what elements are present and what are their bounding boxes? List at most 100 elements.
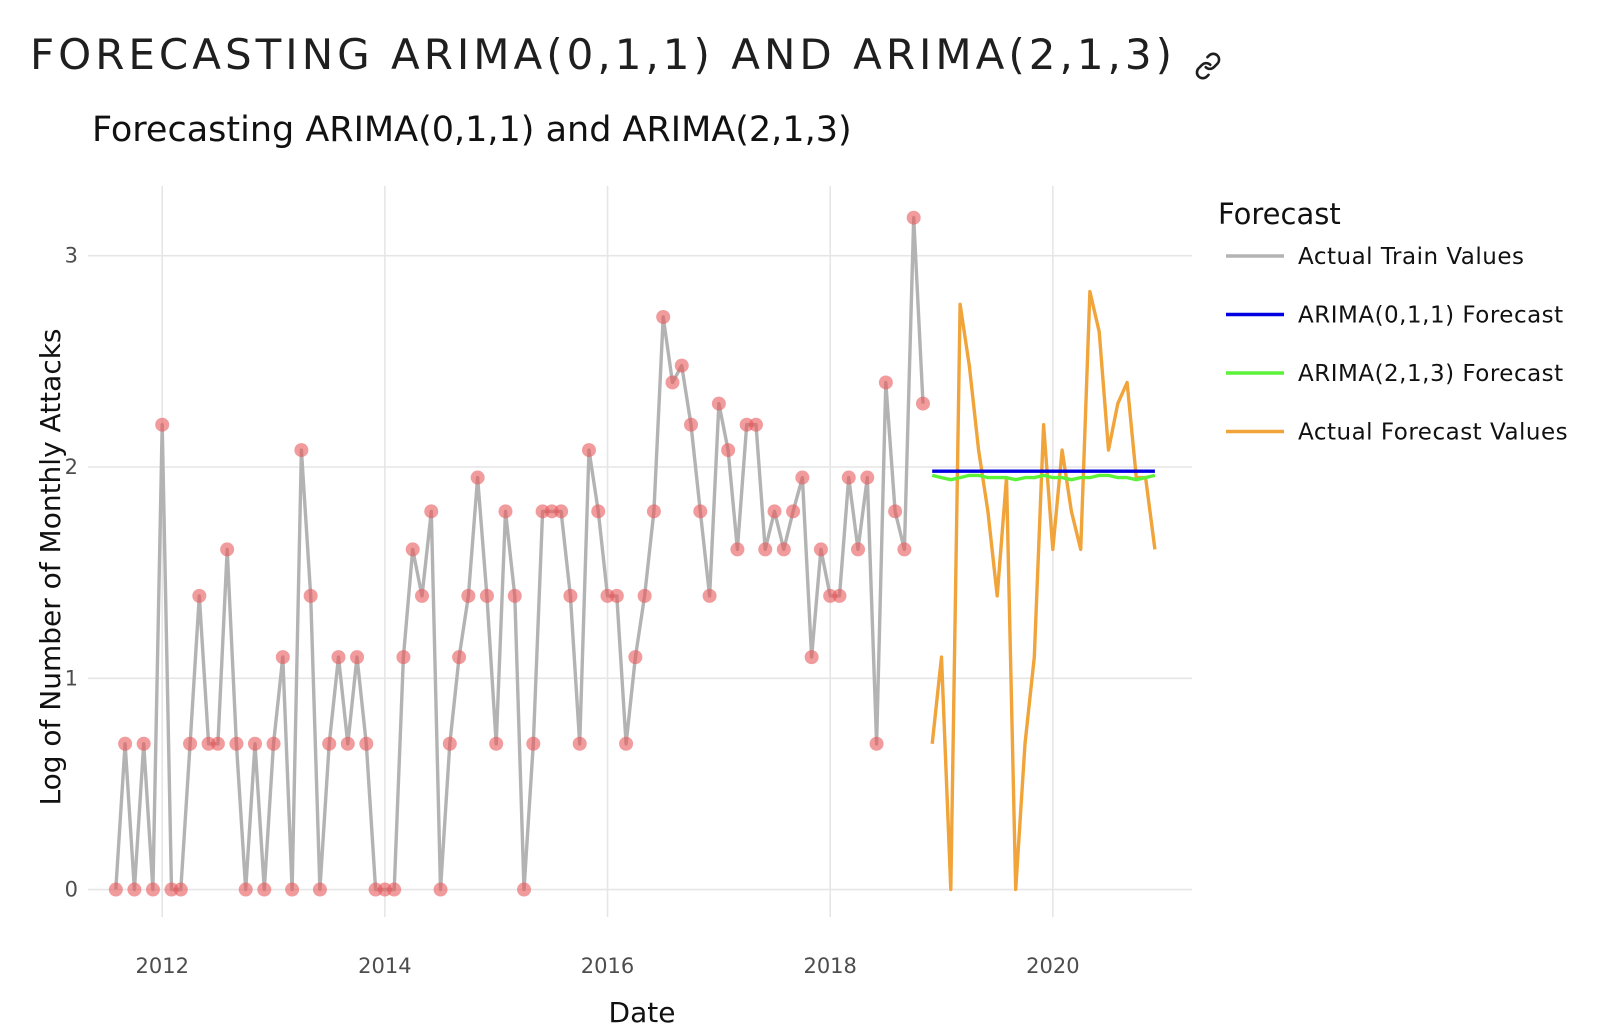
data-point (609, 588, 624, 603)
data-point (424, 504, 439, 519)
y-axis-title: Log of Number of Monthly Attacks (34, 328, 67, 805)
data-point (340, 736, 355, 751)
data-point (665, 375, 680, 390)
data-point (646, 504, 661, 519)
data-point (136, 736, 151, 751)
data-point (192, 588, 207, 603)
data-point (108, 882, 123, 897)
data-point (526, 736, 541, 751)
data-point (581, 443, 596, 458)
data-point (489, 736, 504, 751)
x-tick-label: 2014 (358, 954, 411, 978)
data-point (452, 650, 467, 665)
x-tick-label: 2020 (1026, 954, 1079, 978)
data-point (238, 882, 253, 897)
data-point (776, 542, 791, 557)
data-point (229, 736, 244, 751)
data-point (591, 504, 606, 519)
data-point (433, 882, 448, 897)
series-line-actual-train-values (114, 215, 925, 892)
legend-label: ARIMA(2,1,3) Forecast (1298, 361, 1564, 387)
x-tick-labels: 2012 2014 2016 2018 2020 (135, 954, 1079, 978)
x-tick-label: 2016 (581, 954, 634, 978)
data-point (266, 736, 281, 751)
data-point (257, 882, 272, 897)
data-point (396, 650, 411, 665)
data-point (795, 470, 810, 485)
y-tick-label: 3 (65, 244, 78, 268)
data-point (294, 443, 309, 458)
data-point (748, 417, 763, 432)
data-point (554, 504, 569, 519)
data-point (563, 588, 578, 603)
data-point (498, 504, 513, 519)
data-point (145, 882, 160, 897)
data-point (303, 588, 318, 603)
x-tick-label: 2018 (803, 954, 856, 978)
data-point (860, 470, 875, 485)
data-point (851, 542, 866, 557)
page-heading: FORECASTING ARIMA(0,1,1) AND ARIMA(2,1,3… (30, 30, 1222, 79)
page-heading-text: FORECASTING ARIMA(0,1,1) AND ARIMA(2,1,3… (30, 30, 1177, 79)
data-point (888, 504, 903, 519)
data-point (804, 650, 819, 665)
data-point (461, 588, 476, 603)
y-tick-label: 2 (65, 455, 78, 479)
data-point (479, 588, 494, 603)
data-point (813, 542, 828, 557)
data-point (220, 542, 235, 557)
legend: Forecast Actual Train Values ARIMA(0,1,1)… (1218, 197, 1568, 446)
data-point (155, 417, 170, 432)
legend-label: Actual Train Values (1298, 244, 1525, 270)
data-point (414, 588, 429, 603)
data-point (173, 882, 188, 897)
data-point (869, 736, 884, 751)
data-point (572, 736, 587, 751)
data-point (656, 309, 671, 324)
data-point (183, 736, 198, 751)
x-tick-label: 2012 (135, 954, 188, 978)
data-point (906, 210, 921, 225)
data-point (832, 588, 847, 603)
data-point (210, 736, 225, 751)
data-point (470, 470, 485, 485)
y-tick-labels: 0 1 2 3 (65, 244, 78, 902)
data-point (350, 650, 365, 665)
data-point (275, 650, 290, 665)
series-line-actual-forecast-values (930, 289, 1157, 892)
data-point (711, 396, 726, 411)
chart-title: Forecasting ARIMA(0,1,1) and ARIMA(2,1,3… (92, 110, 852, 150)
data-point (322, 736, 337, 751)
data-point (442, 736, 457, 751)
series-layer (108, 210, 1157, 897)
data-point (915, 396, 930, 411)
legend-label: ARIMA(0,1,1) Forecast (1298, 303, 1564, 329)
legend-title: Forecast (1218, 197, 1341, 231)
data-point (507, 588, 522, 603)
y-tick-label: 0 (65, 878, 78, 902)
data-point (730, 542, 745, 557)
y-tick-label: 1 (65, 666, 78, 690)
data-point (878, 375, 893, 390)
data-point (721, 443, 736, 458)
data-point (637, 588, 652, 603)
data-point (285, 882, 300, 897)
data-point (702, 588, 717, 603)
data-point (628, 650, 643, 665)
data-point (767, 504, 782, 519)
data-point (312, 882, 327, 897)
data-point (517, 882, 532, 897)
data-point (786, 504, 801, 519)
data-point (405, 542, 420, 557)
data-point (387, 882, 402, 897)
grid-lines (88, 186, 1192, 917)
data-point (619, 736, 634, 751)
data-point (674, 358, 689, 373)
legend-label: Actual Forecast Values (1298, 420, 1568, 446)
data-point (841, 470, 856, 485)
data-point (359, 736, 374, 751)
data-point (118, 736, 133, 751)
link-icon[interactable] (1194, 41, 1222, 79)
data-point (331, 650, 346, 665)
